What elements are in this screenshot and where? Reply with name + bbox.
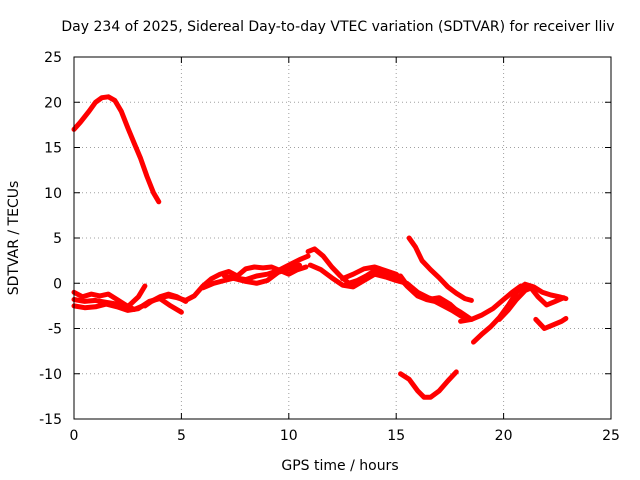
grid-lines: [74, 57, 611, 419]
y-tick-label: -5: [48, 322, 62, 338]
series-line-arc-15: [496, 285, 534, 322]
x-axis-label: GPS time / hours: [281, 458, 398, 474]
series-line-arc-1: [71, 94, 162, 205]
series-line-arc-3: [71, 296, 184, 315]
series-line-arc-10: [340, 264, 464, 317]
chart-title: Day 234 of 2025, Sidereal Day-to-day VTE…: [61, 19, 614, 35]
x-tick-label: 25: [602, 428, 620, 444]
y-tick-label: 10: [44, 186, 62, 202]
series-line-arc-12: [398, 369, 459, 400]
x-tick-label: 0: [70, 428, 79, 444]
series-line-arc-16: [533, 316, 569, 331]
x-tick-label: 20: [495, 428, 513, 444]
series-line-arc-6: [200, 253, 311, 291]
y-tick-label: 15: [44, 141, 62, 157]
plot-frame: [73, 56, 612, 420]
series-line-arc-11: [406, 235, 474, 303]
series-line-arc-14: [471, 281, 569, 345]
y-tick-label: 0: [53, 276, 62, 292]
x-tick-label: 5: [177, 428, 186, 444]
y-tick-label: 5: [53, 231, 62, 247]
y-tick-label: 20: [44, 95, 62, 111]
y-tick-label: -10: [39, 367, 62, 383]
y-axis-label: SDTVAR / TECUs: [6, 181, 22, 296]
data-series-group: [71, 94, 569, 400]
axis-ticks: 0 5 10 15 20 25 -15 -10 -5 0 5 10 15 20 25: [39, 50, 620, 444]
y-tick-label: 25: [44, 50, 62, 66]
y-tick-label: -15: [39, 412, 62, 428]
series-line-arc-7: [221, 262, 302, 286]
series-line-arc-4: [71, 283, 148, 310]
x-tick-label: 15: [387, 428, 405, 444]
x-tick-label: 10: [280, 428, 298, 444]
